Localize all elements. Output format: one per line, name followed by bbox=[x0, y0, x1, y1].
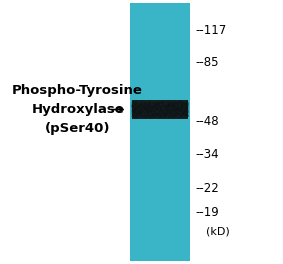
Text: --85: --85 bbox=[195, 55, 219, 69]
Text: Hydroxylase: Hydroxylase bbox=[31, 103, 124, 116]
Text: --48: --48 bbox=[195, 115, 219, 128]
Text: (pSer40): (pSer40) bbox=[45, 122, 110, 135]
Text: --117: --117 bbox=[195, 24, 226, 37]
Text: --22: --22 bbox=[195, 182, 219, 195]
Text: --19: --19 bbox=[195, 206, 219, 219]
Bar bbox=[130, 3, 190, 261]
Bar bbox=[132, 100, 188, 119]
Text: Phospho-Tyrosine: Phospho-Tyrosine bbox=[12, 84, 143, 97]
Text: (kD): (kD) bbox=[206, 226, 230, 236]
Text: --34: --34 bbox=[195, 148, 219, 161]
